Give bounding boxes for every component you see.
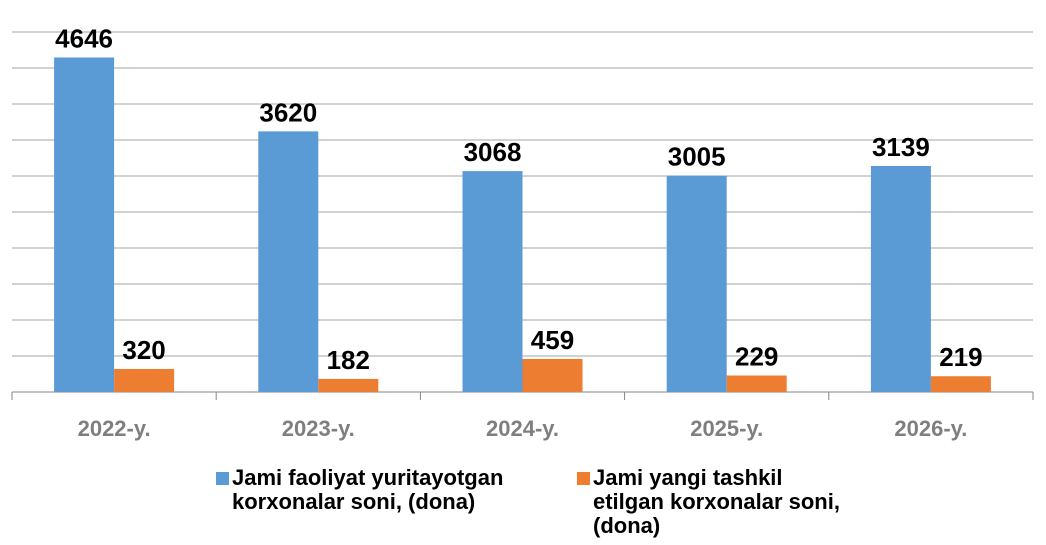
legend-label: Jami faoliyat yuritayotgan korxonalar so… bbox=[232, 465, 504, 514]
bar bbox=[318, 378, 379, 392]
bar bbox=[666, 175, 727, 392]
data-label: 3068 bbox=[464, 137, 522, 167]
legend-swatch bbox=[577, 472, 590, 485]
legend-item: Jami yangi tashkil etilgan korxonalar so… bbox=[577, 466, 857, 538]
legend-swatch bbox=[216, 472, 229, 485]
bar bbox=[54, 57, 115, 392]
bar bbox=[930, 376, 991, 392]
data-label: 459 bbox=[531, 325, 574, 355]
data-label: 229 bbox=[735, 342, 778, 372]
x-tick-label: 2026-y. bbox=[894, 416, 967, 441]
legend-label: Jami yangi tashkil etilgan korxonalar so… bbox=[593, 465, 840, 538]
data-label: 320 bbox=[122, 335, 165, 365]
data-label: 4646 bbox=[55, 23, 113, 53]
data-label: 3620 bbox=[259, 97, 317, 127]
x-tick-label: 2023-y. bbox=[282, 416, 355, 441]
data-label: 182 bbox=[327, 345, 370, 375]
bar bbox=[522, 358, 583, 392]
bar bbox=[258, 131, 319, 393]
legend-item: Jami faoliyat yuritayotgan korxonalar so… bbox=[216, 466, 536, 514]
bar bbox=[726, 375, 787, 392]
data-label: 3005 bbox=[668, 142, 726, 172]
data-label: 3139 bbox=[872, 132, 930, 162]
bar bbox=[462, 171, 523, 392]
x-tick-label: 2022-y. bbox=[78, 416, 151, 441]
bar bbox=[114, 368, 175, 392]
bar bbox=[870, 165, 931, 392]
data-label: 219 bbox=[939, 342, 982, 372]
x-tick-label: 2025-y. bbox=[690, 416, 763, 441]
x-tick-label: 2024-y. bbox=[486, 416, 559, 441]
